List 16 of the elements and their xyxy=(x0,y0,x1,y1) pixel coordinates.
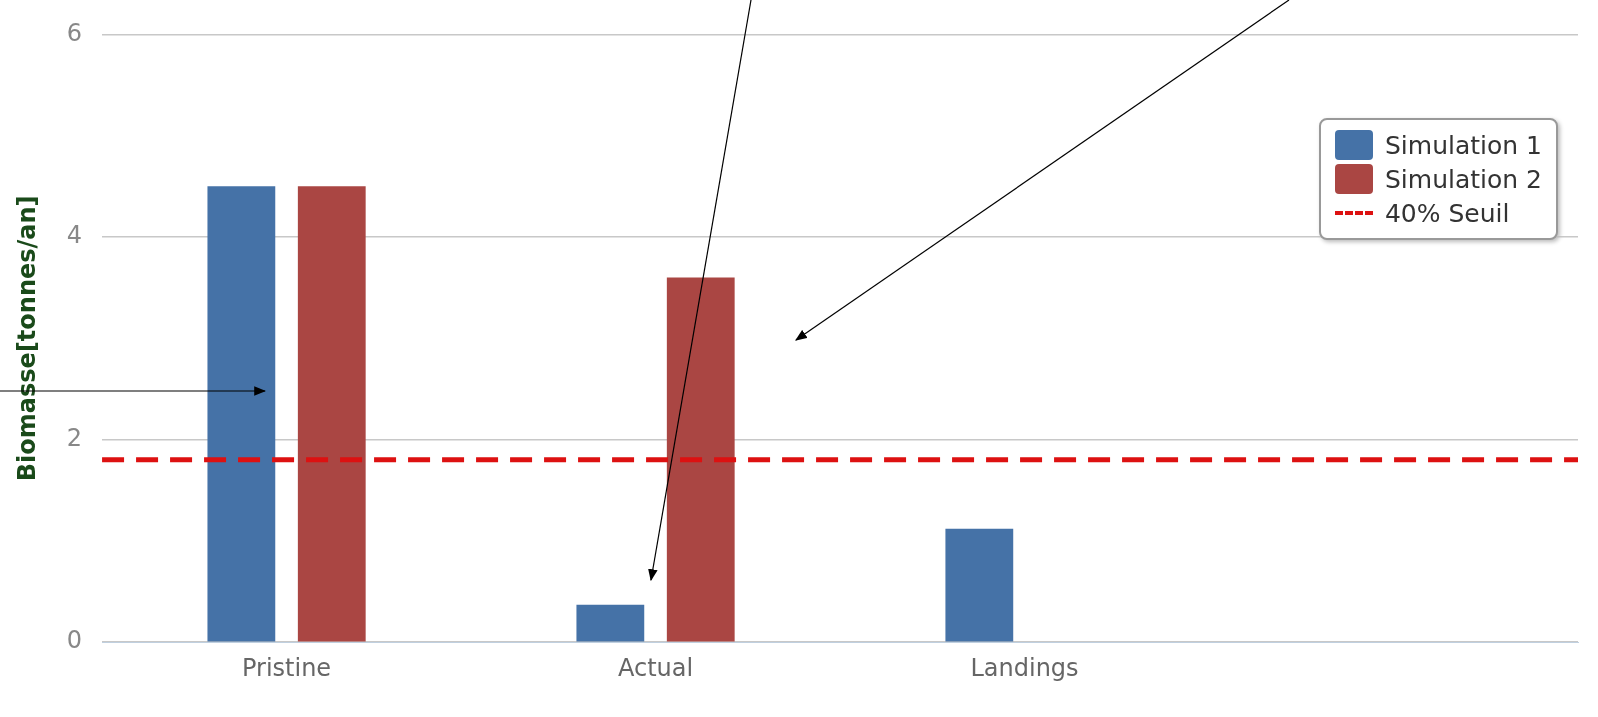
bar xyxy=(945,528,1014,642)
bar xyxy=(297,186,366,642)
y-tick-label: 4 xyxy=(66,221,83,250)
y-tick-label: 2 xyxy=(66,423,83,452)
bar xyxy=(666,277,735,642)
y-tick-label: 6 xyxy=(66,18,83,47)
legend-label: 40% Seuil xyxy=(1384,198,1510,228)
y-axis-title: Biomasse[tonnes/an] xyxy=(12,195,41,482)
bar xyxy=(576,604,645,642)
x-tick-label: Actual xyxy=(617,653,694,682)
legend-label: Simulation 2 xyxy=(1384,164,1542,194)
y-tick-label: 0 xyxy=(66,626,83,655)
x-tick-label: Pristine xyxy=(241,653,332,682)
x-tick-label: Landings xyxy=(970,653,1079,682)
legend-label: Simulation 1 xyxy=(1384,130,1542,160)
bar xyxy=(207,186,276,642)
